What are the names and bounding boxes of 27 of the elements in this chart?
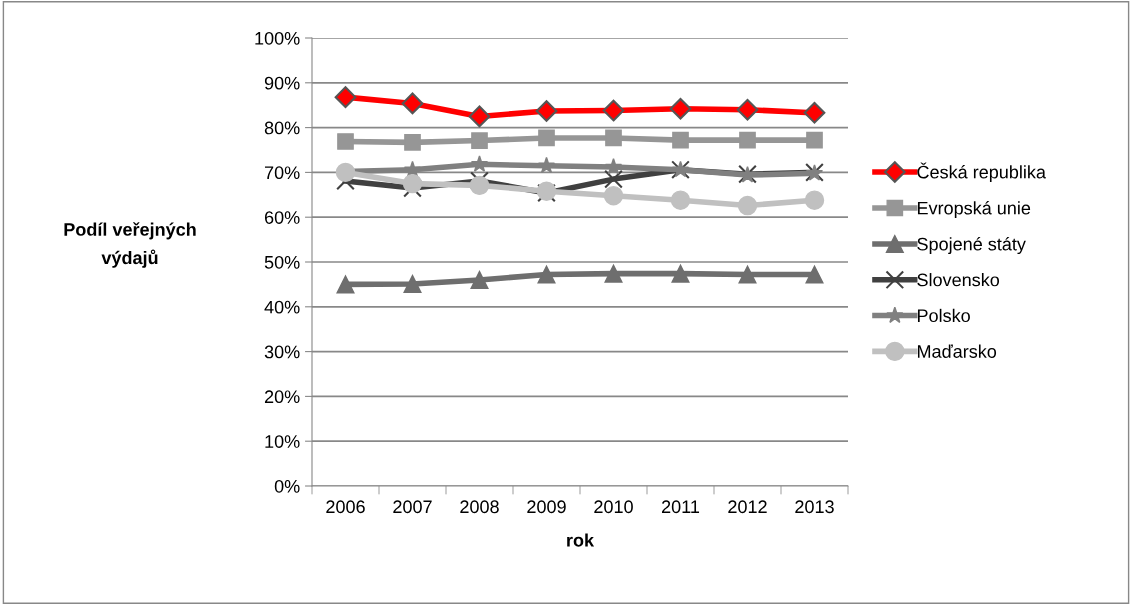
- y-tick-label: 80%: [264, 121, 300, 135]
- x-tick-label: 2013: [795, 500, 834, 514]
- y-tick-label: 90%: [264, 76, 300, 90]
- y-tick-label: 0%: [274, 479, 300, 493]
- x-tick-label: 2006: [326, 500, 365, 514]
- y-tick-label: 100%: [255, 31, 300, 45]
- legend-label: Česká republika: [917, 162, 1046, 183]
- x-axis-title: rok: [567, 533, 595, 547]
- y-axis-title: Podíl veřejných výdajů: [64, 222, 196, 268]
- x-tick-label: 2008: [460, 500, 499, 514]
- legend-label: Spojené státy: [917, 237, 1026, 255]
- legend-label: Slovensko: [917, 273, 1000, 287]
- x-tick-label: 2007: [393, 500, 432, 514]
- y-tick-label: 20%: [264, 390, 300, 404]
- x-tick-label: 2009: [527, 500, 566, 514]
- x-tick-label: 2011: [661, 500, 700, 514]
- legend-label: Maďarsko: [917, 344, 997, 358]
- x-tick-label: 2012: [728, 500, 767, 514]
- x-tick-label: 2010: [594, 500, 633, 514]
- legend-label: Polsko: [917, 308, 970, 323]
- y-tick-label: 70%: [264, 166, 300, 180]
- y-tick-label: 40%: [264, 300, 300, 314]
- legend-label: Evropská unie: [917, 201, 1031, 219]
- y-tick-label: 30%: [264, 345, 300, 359]
- y-tick-label: 50%: [264, 255, 300, 269]
- y-tick-label: 10%: [265, 435, 300, 448]
- y-tick-label: 60%: [264, 211, 300, 224]
